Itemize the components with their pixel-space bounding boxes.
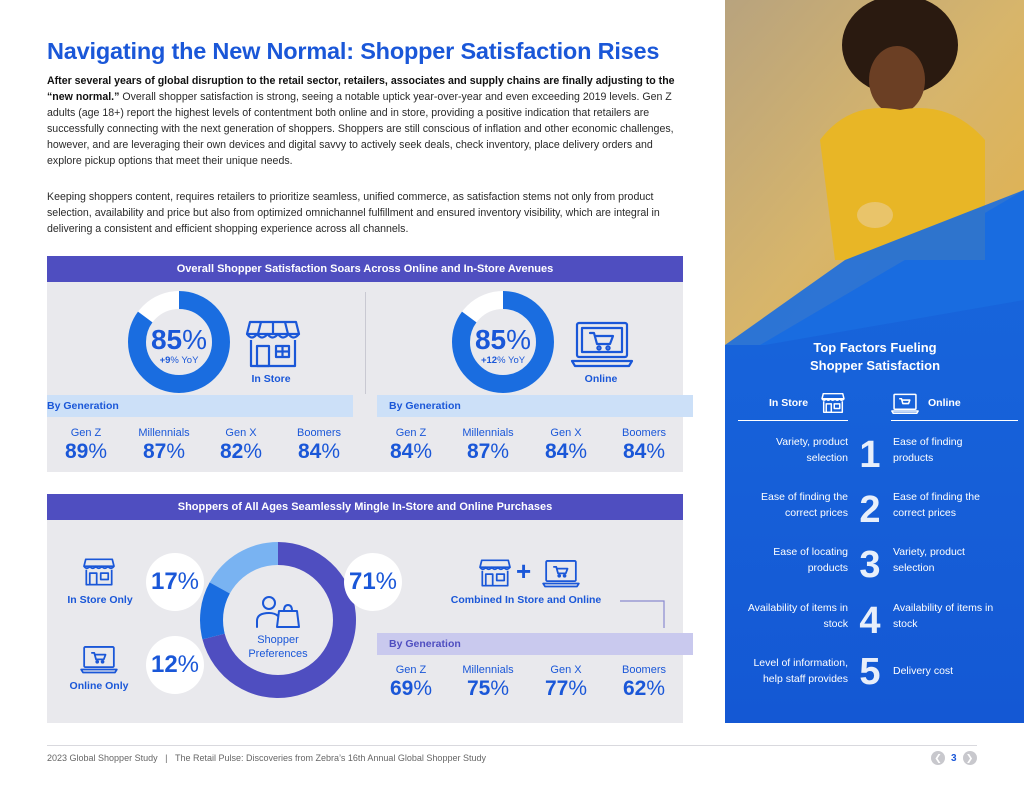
factor-in-store: Ease of finding the correct prices xyxy=(761,491,848,519)
mingle-banner: Shoppers of All Ages Seamlessly Mingle I… xyxy=(47,494,683,520)
chevron-right-icon[interactable]: ❯ xyxy=(962,751,977,765)
gen-value: 84% xyxy=(544,440,588,463)
in-store-donut xyxy=(128,291,230,393)
factor-rank: 1 xyxy=(859,434,881,476)
pager: ❮ 3 ❯ xyxy=(931,751,977,765)
satisfaction-banner: Overall Shopper Satisfaction Soars Acros… xyxy=(47,256,683,282)
bracket-line xyxy=(620,600,665,628)
factor-row-4: Availability of items in stock 4 Availab… xyxy=(738,600,1008,646)
factors-in-store-heading: In Store xyxy=(769,397,809,409)
online-only-percent: 12% xyxy=(146,636,204,694)
combined-percent: 71% xyxy=(344,553,402,611)
gen-value: 69% xyxy=(389,677,433,700)
intro-paragraph: After several years of global disruption… xyxy=(47,73,687,169)
center-text-line1: Shopper xyxy=(257,634,299,646)
online-label: Online xyxy=(584,373,618,385)
factor-rank: 4 xyxy=(859,600,881,642)
factor-in-store: Availability of items in stock xyxy=(747,602,848,630)
factor-rank: 5 xyxy=(859,651,881,693)
heading-underline xyxy=(891,420,1018,421)
online-donut xyxy=(452,291,554,393)
heading-underline xyxy=(738,420,848,421)
by-generation-bar-combined: By Generation xyxy=(377,633,693,655)
intro-bold: After several years of global disruption… xyxy=(47,75,675,103)
factor-online: Ease of finding the correct prices xyxy=(893,491,980,519)
page-number: 3 xyxy=(951,752,957,764)
laptop-cart-icon xyxy=(542,560,580,588)
factor-online: Delivery cost xyxy=(893,665,954,677)
gen-name: Boomers xyxy=(621,664,667,676)
gen-name: Gen X xyxy=(550,664,582,676)
gen-name: Millennials xyxy=(138,427,190,439)
store-icon xyxy=(479,559,511,587)
store-icon xyxy=(83,558,115,586)
laptop-cart-icon xyxy=(570,321,634,368)
intro-paragraph-2: Keeping shoppers content, requires retai… xyxy=(47,191,660,235)
factor-row-1: Variety, product selection 1 Ease of fin… xyxy=(738,434,1008,480)
gen-value: 82% xyxy=(219,440,263,463)
online-only-label: Online Only xyxy=(69,680,129,692)
gen-value: 77% xyxy=(544,677,588,700)
gen-name: Gen Z xyxy=(395,427,427,439)
factors-background xyxy=(725,0,1024,723)
factor-row-5: Level of information, help staff provide… xyxy=(738,651,1008,701)
gen-value: 87% xyxy=(466,440,510,463)
online-yoy: +12% YoY xyxy=(480,355,526,366)
page-title: Navigating the New Normal: Shopper Satis… xyxy=(47,38,660,64)
factor-row-2: Ease of finding the correct prices 2 Eas… xyxy=(738,489,1008,535)
gen-value: 84% xyxy=(297,440,341,463)
gen-name: Millennials xyxy=(462,427,514,439)
store-icon xyxy=(245,320,301,368)
panel-divider xyxy=(365,292,366,394)
online-percent: 85% xyxy=(474,324,532,355)
factor-in-store: Ease of locating products xyxy=(773,546,848,574)
gen-value: 89% xyxy=(64,440,108,463)
gen-value: 62% xyxy=(622,677,666,700)
in-store-only-percent: 17% xyxy=(146,553,204,611)
gen-value: 87% xyxy=(142,440,186,463)
gen-name: Boomers xyxy=(296,427,342,439)
by-generation-bar-in-store: By Generation xyxy=(47,395,353,417)
gen-name: Millennials xyxy=(462,664,514,676)
gen-name: Gen Z xyxy=(395,664,427,676)
gen-value: 75% xyxy=(466,677,510,700)
factor-in-store: Variety, product selection xyxy=(776,436,848,464)
factor-rank: 3 xyxy=(859,544,881,586)
in-store-only-label: In Store Only xyxy=(67,594,133,606)
shopper-preferences-center: Shopper Preferences xyxy=(223,565,333,675)
by-generation-bar-online: By Generation xyxy=(377,395,693,417)
center-text-line2: Preferences xyxy=(248,648,308,660)
gen-name: Gen X xyxy=(550,427,582,439)
gen-name: Boomers xyxy=(621,427,667,439)
factor-in-store: Level of information, help staff provide… xyxy=(753,657,848,685)
factor-row-3: Ease of locating products 3 Variety, pro… xyxy=(738,544,1008,590)
combined-label: Combined In Store and Online xyxy=(450,594,602,606)
in-store-label: In Store xyxy=(251,373,291,385)
gen-name: Gen X xyxy=(225,427,257,439)
shopper-bag-icon xyxy=(256,596,300,628)
store-icon xyxy=(821,392,845,414)
chevron-left-icon[interactable]: ❮ xyxy=(931,751,945,765)
factor-online: Availability of items in stock xyxy=(893,602,994,630)
factor-online: Ease of finding products xyxy=(893,436,963,464)
factors-online-heading: Online xyxy=(928,397,961,409)
in-store-yoy: +9% YoY xyxy=(159,355,199,366)
intro-rest: Overall shopper satisfaction is strong, … xyxy=(47,91,674,167)
footer-divider xyxy=(47,745,977,746)
laptop-cart-icon xyxy=(80,646,118,674)
plus-icon: + xyxy=(516,556,532,586)
laptop-cart-icon xyxy=(891,393,919,414)
factor-online: Variety, product selection xyxy=(893,546,965,574)
gen-value: 84% xyxy=(622,440,666,463)
factors-title: Top Factors Fueling Shopper Satisfaction xyxy=(809,340,941,373)
in-store-percent: 85% xyxy=(150,324,208,355)
gen-name: Gen Z xyxy=(70,427,102,439)
gen-value: 84% xyxy=(389,440,433,463)
factor-rank: 2 xyxy=(859,489,881,531)
footer-text: 2023 Global Shopper Study | The Retail P… xyxy=(47,753,486,763)
